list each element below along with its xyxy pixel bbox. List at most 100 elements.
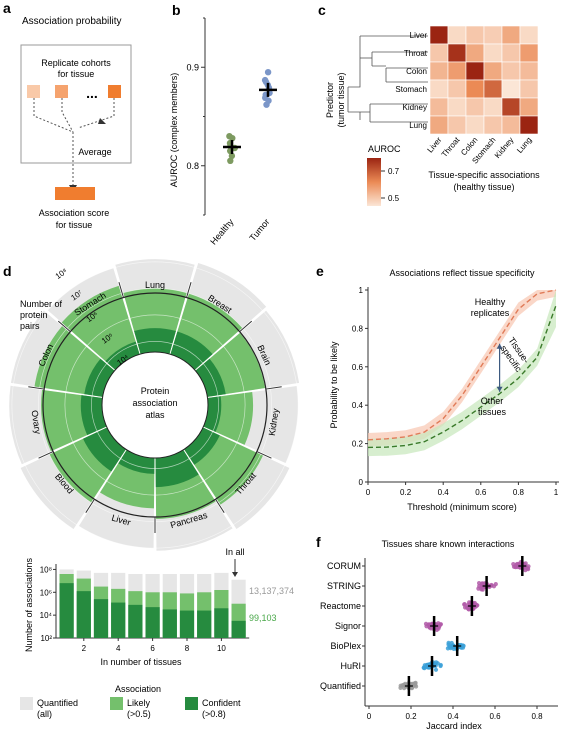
f-xtick-label: 0.8 [531, 712, 543, 721]
panel-c-ylabel-2: (tumor tissue) [336, 72, 346, 127]
panel-label-a: a [3, 0, 11, 16]
f-category-label: STRING [327, 581, 361, 591]
b-point [264, 69, 272, 76]
cohort-box [20, 44, 132, 164]
heatmap-cell [501, 79, 521, 99]
colorbar-tick-label-high: 0.7 [388, 167, 400, 176]
cohort-box-text-2: for tissue [58, 69, 95, 79]
bar-xtick-label: 10 [217, 644, 226, 653]
radial-tick-label: 10⁸ [54, 267, 69, 281]
f-point [424, 663, 429, 668]
heatmap-col-label: Throat [440, 135, 462, 159]
bar-xlabel: In number of tissues [100, 657, 182, 667]
e-arrow-head-up [496, 343, 503, 349]
panel-f-title: Tissues share known interactions [382, 539, 515, 549]
panel-b-ylabel: AUROC (complex members) [169, 73, 179, 188]
panel-b: b AUROC (complex members) 0.8 0.9 Healthy T… [169, 2, 277, 247]
heatmap-cell [483, 97, 503, 117]
panel-d-bars: Number of associations 10² 10⁴ 10⁶ 10⁸ 2 4 6 8 1… [20, 547, 294, 719]
heatmap-cell [447, 43, 467, 63]
f-category-label: Signor [335, 621, 361, 631]
f-xtick-label: 0.2 [405, 712, 417, 721]
bar-2 [76, 591, 91, 638]
legend-swatch [110, 697, 123, 710]
colorbar-title: AUROC [368, 144, 401, 154]
heatmap-col-label: Kidney [493, 136, 516, 161]
panel-c: c Predictor (tumor tissue) Liver Throat Co… [318, 2, 540, 206]
value-likely: 99,103 [249, 613, 277, 623]
e-xtick-label: 0.2 [400, 488, 412, 497]
heatmap-cell [429, 79, 449, 99]
e-ytick-label: 0.4 [352, 401, 364, 410]
score-label-2: for tissue [56, 220, 93, 230]
heatmap-cell [501, 97, 521, 117]
legend-label-sub: (>0.5) [127, 709, 151, 719]
bar-ytick-label: 10⁶ [40, 588, 52, 597]
heatmap-cell [465, 115, 485, 135]
panel-b-points [223, 69, 277, 164]
legend-swatch [20, 697, 33, 710]
radial-wedge [83, 427, 126, 472]
e-ytick-label: 0.6 [352, 363, 364, 372]
heatmap-cell [429, 43, 449, 63]
radial-separator [265, 386, 282, 390]
heatmap-cell [483, 115, 503, 135]
legend-label: Confident [202, 698, 241, 708]
e-xtick-label: 0.8 [513, 488, 525, 497]
f-point [451, 646, 456, 652]
radial-wedge [184, 427, 220, 465]
heatmap-cell [483, 25, 503, 45]
f-point [421, 665, 426, 670]
heatmap-cell [429, 25, 449, 45]
e-arrow-head-down [496, 386, 503, 392]
f-point [462, 602, 467, 607]
e-xtick-label: 0.6 [475, 488, 487, 497]
heatmap-cell [519, 79, 539, 99]
average-arrows [33, 98, 115, 186]
panel-a: a Association probability Replicate coho… [3, 0, 132, 230]
f-point [434, 660, 439, 665]
e-confidence-band [368, 290, 556, 447]
healthy-label-2: replicates [471, 308, 510, 318]
heatmap-cell [483, 61, 503, 81]
heatmap-cell [465, 97, 485, 117]
radial-axis-title-2: protein [20, 310, 48, 320]
radial-separator [118, 282, 124, 298]
bar-2 [59, 583, 74, 638]
heatmap-cell [465, 25, 485, 45]
panel-f-xlabel: Jaccard index [426, 721, 482, 731]
heatmap-cell [519, 43, 539, 63]
heatmap-cell [429, 97, 449, 117]
bar-series [59, 569, 246, 638]
heatmap-cell [465, 61, 485, 81]
e-ytick-label: 0 [359, 478, 364, 487]
healthy-label-1: Healthy [475, 297, 506, 307]
b-point [261, 76, 269, 84]
radial-wedge [84, 358, 115, 397]
center-label-2: association [132, 398, 177, 408]
legend-label-sub: (>0.8) [202, 709, 226, 719]
panel-c-xlabel-1: Tissue-specific associations [428, 170, 540, 180]
f-point [401, 682, 406, 688]
radial-separator [28, 386, 45, 390]
f-point [433, 667, 439, 672]
cohort-square-3 [108, 85, 121, 98]
bar-2 [179, 610, 195, 638]
legend-label: Quantified [37, 698, 78, 708]
heatmap-row-label: Liver [410, 31, 428, 40]
b-point [227, 157, 234, 164]
f-point [511, 564, 517, 569]
f-category-label: BioPlex [330, 641, 361, 651]
radial-category-label: Kidney [267, 407, 281, 436]
radial-grid-ring [91, 341, 219, 469]
heatmap-cell [501, 43, 521, 63]
radial-separator [85, 498, 95, 513]
heatmap-cell [447, 61, 467, 81]
legend-label-sub: (all) [37, 709, 52, 719]
heatmap-cell [447, 97, 467, 117]
bar-2 [162, 609, 177, 638]
legend-label: Likely [127, 698, 151, 708]
heatmap-cell [519, 97, 539, 117]
radial-separator [38, 451, 54, 459]
legend-title: Association [115, 684, 161, 694]
